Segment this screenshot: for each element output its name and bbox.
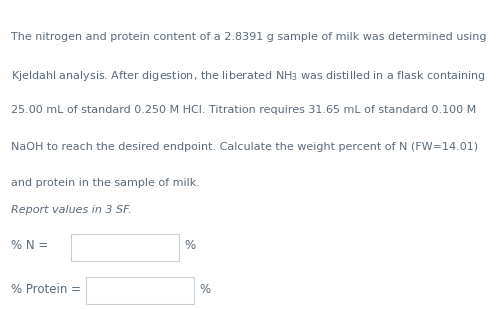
Text: and protein in the sample of milk.: and protein in the sample of milk. (11, 178, 200, 188)
Text: %: % (184, 239, 195, 252)
FancyBboxPatch shape (71, 234, 179, 261)
Text: The nitrogen and protein content of a 2.8391 g sample of milk was determined usi: The nitrogen and protein content of a 2.… (11, 32, 486, 42)
Text: Report values in 3 SF.: Report values in 3 SF. (11, 205, 132, 215)
Text: % Protein =: % Protein = (11, 283, 81, 296)
Text: NaOH to reach the desired endpoint. Calculate the weight percent of N (FW=14.01): NaOH to reach the desired endpoint. Calc… (11, 142, 478, 152)
Text: %: % (199, 283, 210, 296)
Text: 25.00 mL of standard 0.250 M HCl. Titration requires 31.65 mL of standard 0.100 : 25.00 mL of standard 0.250 M HCl. Titrat… (11, 105, 476, 115)
Text: % N =: % N = (11, 239, 48, 252)
FancyBboxPatch shape (86, 277, 194, 304)
Text: Kjeldahl analysis. After digestion, the liberated NH$_3$ was distilled in a flas: Kjeldahl analysis. After digestion, the … (11, 69, 486, 83)
